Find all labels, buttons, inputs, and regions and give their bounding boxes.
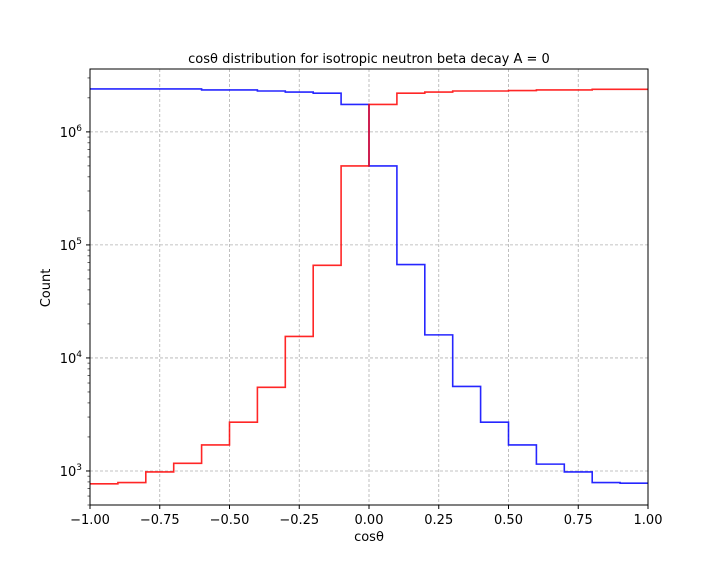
series-line-1 <box>90 88 648 485</box>
y-axis: 103 104 105 106 <box>60 77 90 506</box>
x-tick-label: 0.00 <box>355 513 384 528</box>
series-layer <box>90 88 648 485</box>
x-tick-label: 0.75 <box>564 513 593 528</box>
x-tick-label: −1.00 <box>70 513 110 528</box>
x-tick-label: 1.00 <box>634 513 663 528</box>
y-tick-label: 106 <box>60 124 83 141</box>
y-tick-label: 105 <box>60 237 82 254</box>
x-tick-label: −0.50 <box>210 513 250 528</box>
x-axis-label: cosθ <box>354 530 384 545</box>
y-axis-label: Count <box>39 269 54 308</box>
x-tick-label: 0.25 <box>424 513 453 528</box>
y-tick-label: 103 <box>60 463 82 480</box>
x-tick-label: −0.75 <box>140 513 180 528</box>
x-tick-label: −0.25 <box>279 513 319 528</box>
x-tick-label: 0.50 <box>494 513 523 528</box>
chart-title: cosθ distribution for isotropic neutron … <box>188 52 550 67</box>
series-line-0 <box>90 88 648 484</box>
y-tick-label: 104 <box>60 350 83 367</box>
x-axis: −1.00 −0.75 −0.50 −0.25 0.00 0.25 0.50 0.75 1.00 <box>70 505 662 528</box>
